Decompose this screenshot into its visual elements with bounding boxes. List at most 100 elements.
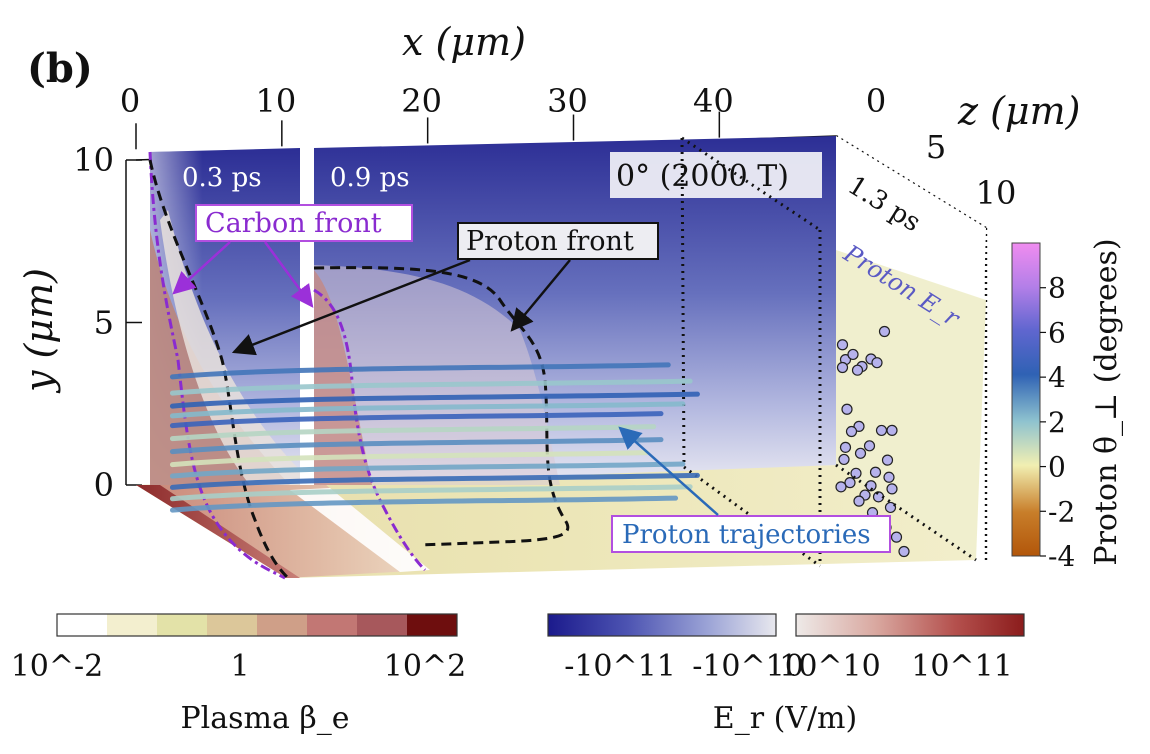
time-label-0-3ps: 0.3 ps [182,163,262,193]
annotations: Carbon front Proton front Proton traject… [172,204,891,553]
proton-dot [878,325,891,338]
x-tick-label: 20 [401,82,442,120]
er-tick-pos11: 10^11 [911,649,1012,684]
trajectory-line [169,362,671,380]
z-tick-label: 5 [926,128,946,166]
beta-color-step [207,614,258,636]
trajectory-line [169,495,679,513]
trajectory-line [169,461,686,479]
theta-tick-label: 4 [1048,361,1066,394]
proton-dot [836,361,849,374]
field-label: 0° (2000 T) [616,159,789,194]
proton-dot [883,471,895,483]
proton-dot [875,424,888,437]
x-tick-label: 40 [693,82,734,120]
x-tick-label: 30 [547,82,588,120]
trajectory-line [169,391,700,409]
z-tick-label: 10 [976,174,1017,212]
proton-dot [844,477,856,489]
trajectory-line [169,411,664,429]
proton-dot [838,453,850,466]
proton-front-0-9ps [313,266,570,547]
proton-trajectories-label: Proton trajectories [622,520,871,550]
x-axis: x (μm) 0 10 20 30 40 [120,20,734,150]
beta-color-step [107,614,158,636]
field-label-box: 0° (2000 T) [610,152,822,198]
proton-dot [854,447,867,459]
beta-label: Plasma β_e [180,701,349,736]
beta-color-step [57,614,108,636]
beta-tick-0: 10^-2 [11,649,104,684]
theta-tick-label: 6 [1048,316,1066,349]
proton-front-label: Proton front [466,226,634,257]
proton-dot [886,424,898,436]
proton-dot [871,357,883,369]
proton-dot [851,364,864,376]
theta-tick-label: 8 [1048,272,1066,305]
beta-color-step [357,614,408,636]
trajectory-line [169,401,686,419]
z-tick-label: 0 [866,82,886,120]
fronts [148,151,570,580]
beta-color-step [257,614,308,636]
y-tick-label: 10 [73,141,114,179]
proton-dot [847,348,859,361]
proton-trajectories [169,362,700,513]
proton-dot [845,425,858,438]
proton-dot [886,483,898,495]
x-tick-label: 0 [120,82,140,120]
theta-tick-label: -4 [1048,540,1075,573]
proton-dot [836,339,849,351]
er-tick-neg11: -10^11 [564,649,676,684]
trajectory-line [169,437,664,455]
proton-dot [850,467,862,479]
proton-dot [853,495,865,507]
proton-dot [872,491,885,503]
proton-dot [869,466,882,478]
y-axis-label: y (μm) [17,268,61,394]
trajectory-line [169,472,700,490]
carbon-front-0-3ps [148,151,286,580]
er-tick-pos10: 10^10 [779,649,880,684]
theta-tick-label: -2 [1048,495,1075,528]
colorbar-proton-theta: 8 6 4 2 0 -2 -4 Proton θ_⊥ (degrees) [1011,238,1124,573]
x-axis-label: x (μm) [402,20,526,64]
theta-tick-label: 0 [1048,451,1066,484]
beta-color-step [307,614,358,636]
z-axis: z (μm) 0 5 10 [866,82,1081,212]
side-panel: 1.3 ps Proton E_r [835,136,986,560]
z-axis-label: z (μm) [957,89,1080,133]
colorbar-plasma-beta: 10^-2 1 10^2 Plasma β_e [11,613,466,736]
time-label-0-9ps: 0.9 ps [330,163,410,193]
trajectory-line [169,484,693,502]
beta-tick-2: 10^2 [384,649,466,684]
y-tick-label: 0 [94,466,114,504]
trajectory-line [169,424,657,442]
trajectory-line [169,378,693,396]
beta-color-step [407,614,458,636]
proton-dot [835,481,847,493]
proton-dot [898,545,910,558]
y-axis: y (μm) 0 5 10 [17,141,142,504]
proton-dot [884,501,897,514]
er-tick-neg10: -10^10 [692,649,804,684]
proton-dot [890,531,903,543]
trajectory-line [169,450,649,468]
beta-tick-1: 1 [230,649,249,684]
y-tick-label: 5 [94,304,114,342]
colorbar-er: -10^11 -10^10 10^10 10^11 E_r (V/m) [547,613,1025,736]
proton-dot [853,420,865,432]
colorbar-theta-label: Proton θ_⊥ (degrees) [1089,238,1124,565]
proton-dot [863,440,876,452]
er-label: E_r (V/m) [713,701,857,736]
x-tick-label: 10 [255,82,296,120]
carbon-front-label: Carbon front [205,208,382,239]
proton-front-0-3ps [148,159,290,580]
proton-dot [881,454,894,466]
proton-dot [841,403,853,415]
panel-label: (b) [27,45,93,92]
proton-dot [839,441,852,453]
carbon-front-0-9ps [313,288,427,572]
beta-color-step [157,614,208,636]
